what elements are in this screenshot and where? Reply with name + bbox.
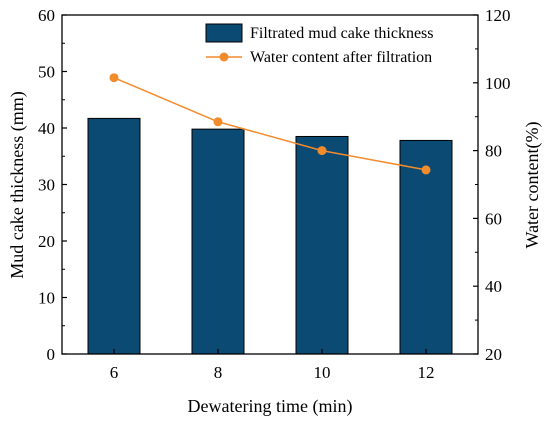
legend-bar-swatch bbox=[205, 23, 243, 43]
line-series bbox=[109, 73, 431, 175]
water-content-point-10 bbox=[317, 146, 327, 156]
y2-axis-title: Water content(%) bbox=[522, 122, 543, 249]
bar-6 bbox=[87, 117, 141, 355]
legend: Filtrated mud cake thickness Water conte… bbox=[205, 23, 434, 66]
y2-tick-label: 40 bbox=[485, 277, 502, 296]
x-tick-label: 10 bbox=[314, 363, 331, 382]
y-axis-title: Mud cake thickness (mm) bbox=[7, 91, 28, 278]
y-tick-label: 30 bbox=[38, 176, 55, 195]
y2-tick-label: 100 bbox=[485, 74, 511, 93]
legend-line-label: Water content after filtration bbox=[250, 49, 432, 66]
y2-tick-label: 120 bbox=[485, 6, 511, 25]
y-tick-label: 20 bbox=[38, 232, 55, 251]
y2-tick-label: 20 bbox=[485, 345, 502, 364]
x-tick-label: 12 bbox=[418, 363, 435, 382]
legend-line-marker bbox=[219, 52, 229, 62]
water-content-line bbox=[113, 77, 427, 171]
y2-tick-label: 80 bbox=[485, 142, 502, 161]
y-tick-label: 50 bbox=[38, 63, 55, 82]
axes: 0 10 20 30 40 50 60 20 40 60 80 100 120 6 8 10 12 bbox=[38, 6, 511, 382]
bar-10 bbox=[295, 135, 349, 355]
y-tick-label: 0 bbox=[47, 345, 56, 364]
legend-bar-label: Filtrated mud cake thickness bbox=[250, 25, 434, 42]
water-content-point-6 bbox=[109, 73, 119, 83]
bar-series bbox=[87, 117, 453, 355]
bar-12 bbox=[399, 139, 453, 355]
x-tick-label: 6 bbox=[110, 363, 119, 382]
y-tick-label: 60 bbox=[38, 6, 55, 25]
y-tick-label: 10 bbox=[38, 289, 55, 308]
x-axis-title: Dewatering time (min) bbox=[188, 396, 353, 417]
y-tick-label: 40 bbox=[38, 119, 55, 138]
x-tick-label: 8 bbox=[214, 363, 223, 382]
water-content-point-12 bbox=[421, 165, 431, 175]
bar-8 bbox=[191, 128, 245, 355]
water-content-point-8 bbox=[213, 117, 223, 127]
y2-tick-label: 60 bbox=[485, 209, 502, 228]
